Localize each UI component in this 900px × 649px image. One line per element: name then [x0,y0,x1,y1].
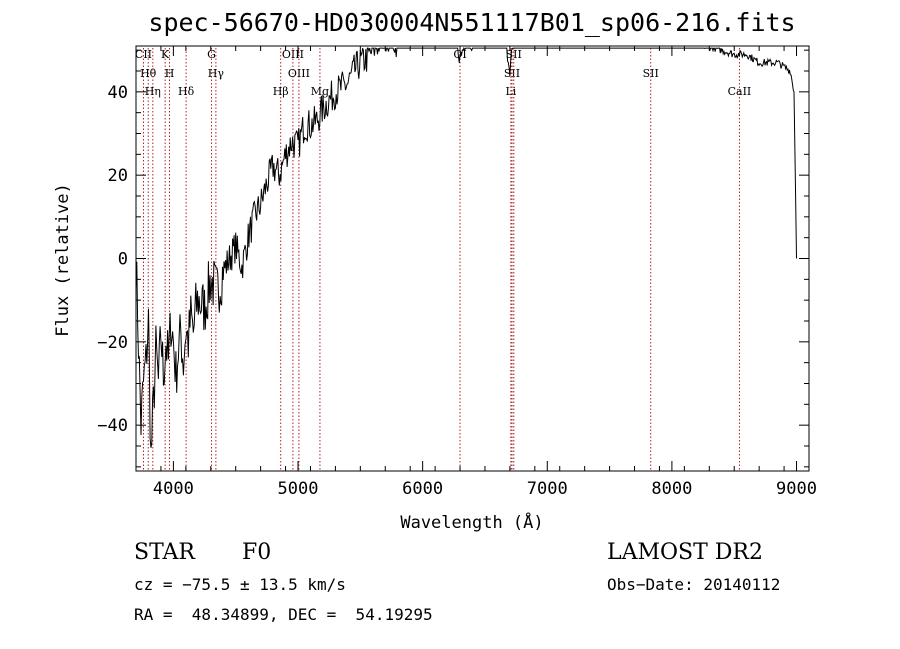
axis-ticks: 4000 5000 6000 7000 8000 9000 −40 −20 0 20 40 [97,46,817,499]
object-subclass: F0 [242,540,272,565]
spectral-line-label: CaII [728,85,752,98]
x-tick-label: 7000 [527,479,568,499]
spectral-line-label: SII [506,48,522,61]
spectral-line-label: Hγ [208,67,225,80]
object-class: STAR [134,540,195,565]
spectral-line-label: SII [504,67,520,80]
spectral-line-label: Hδ [178,85,195,98]
x-tick-label: 5000 [278,479,319,499]
spectral-line-label: Hθ [140,67,157,80]
spectral-line-label: Hβ [273,85,289,98]
redshift-text: cz = −75.5 ± 13.5 km/s [134,575,346,594]
x-tick-label: 9000 [776,479,817,499]
spectral-line-label: K [161,48,170,61]
survey-name: LAMOST DR2 [607,540,763,565]
spectral-line-label: CII [135,48,152,61]
y-tick-label: 0 [118,250,128,270]
spectral-line-label: OIII [288,67,310,80]
x-tick-label: 6000 [402,479,443,499]
y-tick-label: 40 [108,83,128,103]
spectral-line-label: SII [643,67,659,80]
spectral-line-label: H [165,67,175,80]
y-tick-label: −40 [97,416,128,436]
chart-title: spec-56670-HD030004N551117B01_sp06-216.f… [148,8,795,37]
spectral-line-label: G [207,48,216,61]
spectral-line-label: Mg [311,85,329,98]
coordinates-text: RA = 48.34899, DEC = 54.19295 [134,605,433,624]
x-tick-label: 4000 [153,479,194,499]
spectrum-series-line [135,46,797,448]
x-axis-label: Wavelength (Å) [400,511,543,533]
x-tick-label: 8000 [651,479,692,499]
y-axis-label: Flux (relative) [53,183,73,337]
spectral-line-label: Hη [145,85,161,98]
observation-date: Obs−Date: 20140112 [607,575,781,594]
spectral-line-label: Li [505,85,516,98]
y-tick-label: 20 [108,166,128,186]
y-tick-label: −20 [97,333,128,353]
